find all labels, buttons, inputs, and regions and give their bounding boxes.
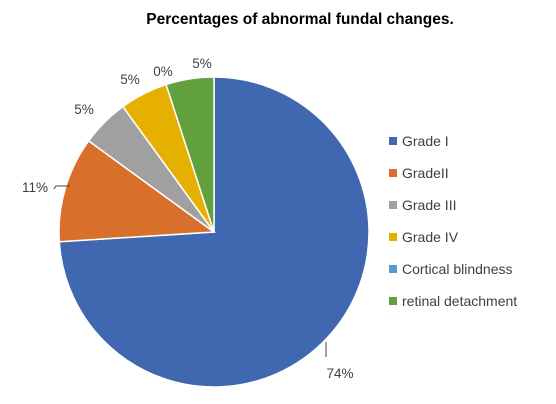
data-label-grade-iv: 5% <box>120 72 140 87</box>
legend-label-grade-iii: Grade III <box>402 197 456 213</box>
legend-item-gradeii: GradeII <box>389 165 449 181</box>
legend-swatch-grade-i <box>389 137 397 145</box>
legend-label-gradeii: GradeII <box>402 165 449 181</box>
legend-swatch-retinal-detachment <box>389 297 397 305</box>
legend-label-grade-i: Grade I <box>402 133 449 149</box>
legend-item-retinal-detachment: retinal detachment <box>389 293 517 309</box>
data-label-grade-iii: 5% <box>74 102 94 117</box>
pie-slice-retinal-detachment <box>165 76 215 233</box>
pie-slices <box>58 76 370 388</box>
data-label-grade-i: 74% <box>326 366 353 381</box>
legend-item-grade-i: Grade I <box>389 133 449 149</box>
legend: Grade I GradeII Grade III Grade IV Cortical … <box>389 133 517 309</box>
legend-label-cortical-blindness: Cortical blindness <box>402 261 513 277</box>
legend-item-grade-iv: Grade IV <box>389 229 459 245</box>
data-label-gradeii: 11% <box>22 180 48 195</box>
legend-swatch-grade-iii <box>389 201 397 209</box>
leader-line-gradeii <box>53 185 70 190</box>
legend-swatch-gradeii <box>389 169 397 177</box>
pie-slice-gradeii <box>58 139 217 243</box>
legend-label-grade-iv: Grade IV <box>402 229 459 245</box>
legend-swatch-grade-iv <box>389 233 397 241</box>
legend-label-retinal-detachment: retinal detachment <box>402 293 517 309</box>
chart-title: Percentages of abnormal fundal changes. <box>146 11 454 28</box>
data-labels: 74% 11% 5% 5% 0% 5% <box>22 56 354 381</box>
leader-lines <box>53 185 327 357</box>
legend-item-cortical-blindness: Cortical blindness <box>389 261 513 277</box>
legend-swatch-cortical-blindness <box>389 265 397 273</box>
data-label-retinal-detachment: 5% <box>192 56 212 71</box>
data-label-cortical-blindness: 0% <box>153 64 173 79</box>
legend-item-grade-iii: Grade III <box>389 197 456 213</box>
